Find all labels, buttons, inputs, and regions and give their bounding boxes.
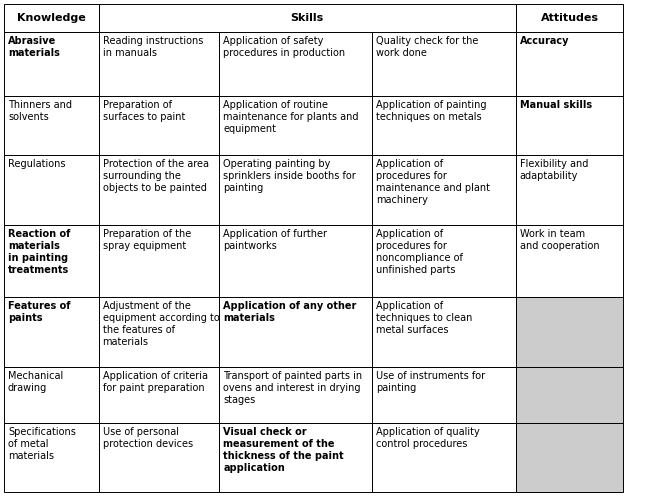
Text: Adjustment of the
equipment according to
the features of
materials: Adjustment of the equipment according to…	[102, 301, 219, 347]
Text: Application of routine
maintenance for plants and
equipment: Application of routine maintenance for p…	[223, 100, 358, 134]
Bar	[98, 225, 219, 297]
Bar	[516, 96, 624, 155]
Text: Accuracy: Accuracy	[520, 36, 570, 46]
Text: Work in team
and cooperation: Work in team and cooperation	[520, 229, 599, 250]
Text: Visual check or
measurement of the
thickness of the paint
application: Visual check or measurement of the thick…	[223, 427, 344, 473]
Bar	[4, 297, 98, 367]
Text: Abrasive
materials: Abrasive materials	[8, 36, 60, 59]
Text: Skills: Skills	[290, 13, 324, 23]
Bar	[372, 423, 516, 492]
Bar	[219, 155, 372, 225]
Text: Flexibility and
adaptability: Flexibility and adaptability	[520, 159, 588, 181]
Bar	[372, 155, 516, 225]
Text: Application of any other
materials: Application of any other materials	[223, 301, 356, 323]
Bar	[372, 367, 516, 423]
Bar	[516, 155, 624, 225]
Bar	[4, 155, 98, 225]
Text: Use of personal
protection devices: Use of personal protection devices	[102, 427, 193, 449]
Text: Application of
procedures for
maintenance and plant
machinery: Application of procedures for maintenanc…	[376, 159, 490, 205]
Bar	[372, 32, 516, 96]
Text: Application of criteria
for paint preparation: Application of criteria for paint prepar…	[102, 371, 207, 392]
Text: Quality check for the
work done: Quality check for the work done	[376, 36, 478, 59]
Text: Knowledge: Knowledge	[17, 13, 86, 23]
Bar	[516, 4, 624, 32]
Bar	[4, 32, 98, 96]
Text: Application of painting
techniques on metals: Application of painting techniques on me…	[376, 100, 487, 122]
Text: Regulations: Regulations	[8, 159, 65, 169]
Text: Application of
techniques to clean
metal surfaces: Application of techniques to clean metal…	[376, 301, 473, 335]
Text: Reading instructions
in manuals: Reading instructions in manuals	[102, 36, 203, 59]
Bar	[219, 32, 372, 96]
Bar	[372, 225, 516, 297]
Bar	[98, 423, 219, 492]
Text: Mechanical
drawing: Mechanical drawing	[8, 371, 63, 392]
Text: Protection of the area
surrounding the
objects to be painted: Protection of the area surrounding the o…	[102, 159, 209, 193]
Bar	[4, 225, 98, 297]
Bar	[98, 367, 219, 423]
Text: Use of instruments for
painting: Use of instruments for painting	[376, 371, 486, 392]
Text: Thinners and
solvents: Thinners and solvents	[8, 100, 72, 122]
Text: Transport of painted parts in
ovens and interest in drying
stages: Transport of painted parts in ovens and …	[223, 371, 362, 405]
Bar	[516, 32, 624, 96]
Bar	[219, 225, 372, 297]
Text: Preparation of the
spray equipment: Preparation of the spray equipment	[102, 229, 191, 250]
Text: Preparation of
surfaces to paint: Preparation of surfaces to paint	[102, 100, 185, 122]
Bar	[219, 297, 372, 367]
Text: Application of safety
procedures in production: Application of safety procedures in prod…	[223, 36, 345, 59]
Bar	[516, 423, 624, 492]
Bar	[4, 4, 98, 32]
Text: Operating painting by
sprinklers inside booths for
painting: Operating painting by sprinklers inside …	[223, 159, 356, 193]
Bar	[98, 155, 219, 225]
Bar	[219, 423, 372, 492]
Bar	[4, 96, 98, 155]
Text: Application of quality
control procedures: Application of quality control procedure…	[376, 427, 480, 449]
Text: Reaction of
materials
in painting
treatments: Reaction of materials in painting treatm…	[8, 229, 71, 274]
Bar	[372, 96, 516, 155]
Text: Specifications
of metal
materials: Specifications of metal materials	[8, 427, 76, 461]
Text: Application of
procedures for
noncompliance of
unfinished parts: Application of procedures for noncomplia…	[376, 229, 463, 274]
Bar	[4, 423, 98, 492]
Bar	[98, 4, 516, 32]
Bar	[98, 32, 219, 96]
Text: Features of
paints: Features of paints	[8, 301, 71, 323]
Bar	[516, 297, 624, 367]
Bar	[4, 367, 98, 423]
Bar	[372, 297, 516, 367]
Bar	[98, 96, 219, 155]
Text: Manual skills: Manual skills	[520, 100, 592, 110]
Text: Application of further
paintworks: Application of further paintworks	[223, 229, 327, 250]
Bar	[98, 297, 219, 367]
Bar	[219, 96, 372, 155]
Bar	[516, 225, 624, 297]
Text: Attitudes: Attitudes	[541, 13, 599, 23]
Bar	[219, 367, 372, 423]
Bar	[516, 367, 624, 423]
